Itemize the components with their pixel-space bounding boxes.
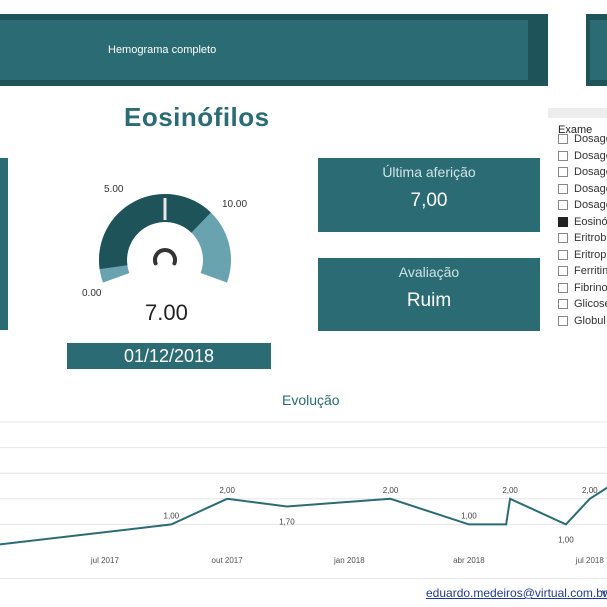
slicer-item[interactable]: Dosage: [558, 131, 607, 148]
avaliacao-value: Ruim: [406, 290, 452, 311]
data-label: 2,00: [502, 486, 518, 495]
slicer-item[interactable]: Dosage: [558, 181, 607, 198]
slicer-item-label: Globul: [574, 314, 606, 327]
x-tick-label: jul 2018: [575, 556, 605, 565]
checkbox-icon[interactable]: [558, 266, 568, 277]
series-line: [0, 486, 607, 546]
date-display: 01/12/2018: [67, 343, 271, 369]
slicer-item-label: Glicose: [574, 298, 607, 311]
gauge-min-label: 0.00: [82, 288, 102, 299]
slicer-item[interactable]: Dosage: [558, 164, 607, 181]
slicer-item[interactable]: Eritrop: [558, 247, 607, 264]
evolution-line-chart: 1,00 2,00 1,70 2,00 1,00 2,00 1,00 2,00 jul 2017…: [0, 421, 607, 565]
gauge-target-label: 5.00: [104, 184, 124, 195]
footer-divider: [0, 578, 607, 579]
page-title: Eosinófilos: [124, 102, 270, 132]
gauge-chart: 0.00 5.00 10.00: [82, 184, 247, 299]
ultima-afericao-value: 7,00: [410, 190, 448, 211]
data-label: 2,00: [383, 486, 399, 495]
slicer-item-label: Fibrino: [574, 281, 607, 294]
checkbox-icon[interactable]: [558, 249, 568, 260]
slicer-item[interactable]: Globul: [558, 313, 607, 330]
slicer-item-label: Eritrob: [574, 232, 607, 245]
checkbox-icon[interactable]: [558, 183, 568, 194]
checkbox-icon[interactable]: [558, 134, 568, 145]
slicer-item-label: Dosage: [574, 199, 607, 212]
header-banner-inner: [0, 20, 528, 80]
slicer-item-label: Eritrop: [574, 248, 607, 261]
left-card-edge: [0, 158, 8, 330]
x-tick-label: out 2017: [212, 556, 244, 565]
chart-title: Evolução: [282, 392, 340, 408]
checkbox-icon[interactable]: [558, 150, 568, 161]
x-tick-label: jul 2017: [90, 556, 120, 565]
slicer-item-label: Dosage: [574, 182, 607, 195]
exam-slicer: [548, 108, 607, 330]
gauge-max-label: 10.00: [222, 199, 247, 210]
ultima-afericao-card: Última aferição 7,00: [318, 158, 540, 232]
data-label: 1,00: [558, 535, 574, 544]
avaliacao-card: Avaliação Ruim: [318, 258, 540, 331]
avaliacao-label: Avaliação: [398, 264, 460, 280]
data-label: 2,00: [582, 486, 598, 495]
gauge-value: 7.00: [145, 300, 188, 325]
data-label: 1,00: [164, 511, 180, 520]
data-label: 2,00: [219, 486, 235, 495]
slicer-item[interactable]: Ferritin: [558, 263, 607, 280]
slicer-item[interactable]: Eosinó: [558, 214, 607, 231]
checkbox-icon[interactable]: [558, 200, 568, 211]
slicer-item-label: Dosage: [574, 133, 607, 146]
banner-title: Hemograma completo: [108, 44, 217, 56]
ultima-afericao-label: Última aferição: [382, 164, 476, 180]
x-tick-label: abr 2018: [453, 556, 485, 565]
gauge-fill: [99, 193, 211, 270]
gauge-center-icon: [153, 248, 177, 266]
slicer-header: Exame: [558, 124, 593, 136]
slicer-item[interactable]: Dosage: [558, 148, 607, 165]
checkbox-icon[interactable]: [558, 299, 568, 310]
checkbox-icon[interactable]: [558, 167, 568, 178]
slicer-item-label: Dosage: [574, 149, 607, 162]
footer-extra-link[interactable]: v: [602, 586, 607, 600]
checkbox-checked-icon[interactable]: [558, 216, 568, 227]
slicer-list[interactable]: Dosage Dosage Dosage Dosage Dosage Eosinó Erit…: [558, 131, 607, 329]
slicer-item[interactable]: Eritrob: [558, 230, 607, 247]
slicer-item-label: Eosinó: [574, 215, 607, 228]
header-banner-right-inner: [590, 20, 607, 80]
slicer-item[interactable]: Fibrino: [558, 280, 607, 297]
slicer-item[interactable]: Dosage: [558, 197, 607, 214]
slicer-item[interactable]: Glicose: [558, 296, 607, 313]
slicer-item-label: Ferritin: [574, 265, 607, 278]
checkbox-icon[interactable]: [558, 233, 568, 244]
checkbox-icon[interactable]: [558, 282, 568, 293]
data-label: 1,00: [461, 511, 477, 520]
data-label: 1,70: [279, 517, 295, 526]
footer-email-link[interactable]: eduardo.medeiros@virtual.com.br: [426, 586, 607, 600]
checkbox-icon[interactable]: [558, 315, 568, 326]
slicer-item-label: Dosage: [574, 166, 607, 179]
x-tick-label: jan 2018: [333, 556, 365, 565]
slicer-header-bar: [548, 108, 607, 118]
